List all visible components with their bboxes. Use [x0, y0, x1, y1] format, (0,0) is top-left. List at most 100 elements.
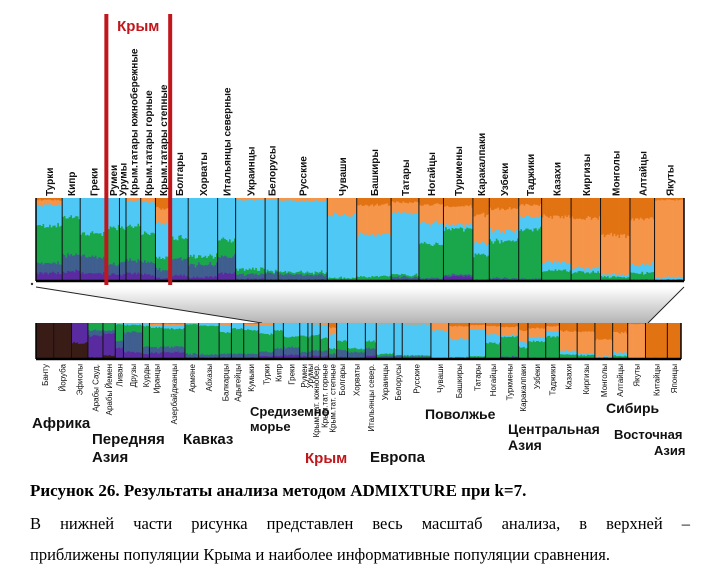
ancestry-segment-purple — [133, 351, 136, 360]
ancestry-segment-dark-orange — [642, 323, 645, 325]
ancestry-segment-slate-blue — [360, 351, 363, 358]
ancestry-segment-light-orange — [453, 206, 456, 226]
ancestry-segment-green — [162, 257, 165, 270]
ancestry-segment-green — [176, 240, 179, 259]
ancestry-segment-sky-blue — [288, 323, 291, 338]
ancestry-segment-slate-blue — [282, 274, 285, 280]
ancestry-segment-green — [230, 242, 233, 259]
ancestry-segment-sky-blue — [499, 233, 502, 244]
ancestry-segment-light-orange — [243, 198, 246, 201]
ancestry-segment-sky-blue — [158, 222, 161, 257]
ancestry-segment-sky-blue — [644, 264, 647, 274]
ancestry-segment-sky-blue — [508, 335, 511, 337]
ancestry-segment-sky-blue — [382, 323, 385, 354]
ancestry-segment-light-orange — [497, 326, 500, 336]
ancestry-segment-green — [342, 278, 345, 280]
ancestry-segment-light-orange — [413, 323, 416, 325]
ancestry-segment-purple — [153, 276, 156, 282]
ancestry-segment-light-orange — [495, 326, 498, 335]
ancestry-segment-light-orange — [150, 198, 153, 203]
ancestry-segment-dark-orange — [651, 198, 654, 218]
ancestry-segment-purple — [108, 275, 111, 282]
ancestry-segment-green — [421, 354, 424, 356]
ancestry-segment-green — [238, 268, 241, 274]
ancestry-segment-sky-blue — [548, 330, 551, 336]
ancestry-segment-green — [240, 327, 243, 354]
ancestry-segment-slate-blue — [67, 252, 70, 272]
ancestry-segment-green — [336, 340, 339, 350]
paragraph-line-2: приближены популяции Крыма и наиболее ин… — [30, 545, 610, 564]
ancestry-segment-light-orange — [499, 209, 502, 234]
ancestry-segment-sky-blue — [85, 198, 88, 236]
ancestry-segment-purple — [99, 336, 102, 358]
ancestry-segment-slate-blue — [142, 262, 145, 275]
ancestry-segment-dark-orange — [386, 198, 389, 204]
ancestry-segment-slate-blue — [224, 255, 227, 273]
ancestry-segment-slate-blue — [107, 330, 110, 334]
ancestry-segment-green — [174, 329, 176, 347]
ancestry-segment-green — [201, 325, 204, 354]
ancestry-segment-sky-blue — [554, 330, 557, 338]
ancestry-segment-green — [243, 270, 246, 276]
ancestry-segment-green — [502, 337, 505, 357]
ancestry-segment-sky-blue — [324, 200, 327, 274]
ancestry-segment-light-orange — [451, 206, 454, 225]
ancestry-segment-green — [80, 234, 83, 257]
ancestry-segment-green — [574, 271, 577, 281]
ancestry-segment-green — [497, 240, 500, 278]
ancestry-segment-sky-blue — [361, 233, 364, 277]
ancestry-segment-green — [608, 277, 611, 282]
population-block-3 — [106, 198, 120, 282]
ancestry-segment-green — [284, 336, 288, 349]
ancestry-segment-sky-blue — [580, 353, 583, 355]
ancestry-segment-dark-orange — [170, 323, 173, 324]
population-label: Киргизы — [582, 364, 591, 395]
ancestry-segment-sky-blue — [413, 324, 416, 356]
ancestry-segment-sky-blue — [392, 323, 395, 353]
ancestry-segment-light-orange — [624, 331, 627, 352]
ancestry-segment-green — [177, 328, 180, 347]
ancestry-segment-green — [164, 328, 167, 348]
ancestry-segment-dark-orange — [438, 198, 441, 205]
ancestry-segment-purple — [160, 352, 162, 360]
ancestry-segment-sky-blue — [211, 198, 214, 256]
ancestry-segment-sky-blue — [632, 356, 635, 359]
ancestry-segment-green — [412, 275, 415, 278]
ancestry-segment-sky-blue — [175, 325, 178, 329]
ancestry-segment-green — [529, 341, 532, 358]
ancestry-segment-green — [508, 240, 511, 280]
ancestry-segment-slate-blue — [109, 263, 112, 276]
ancestry-segment-green — [98, 233, 101, 258]
ancestry-segment-sky-blue — [462, 339, 465, 358]
ancestry-segment-slate-blue — [441, 277, 444, 280]
ancestry-segment-light-orange — [556, 325, 559, 332]
ancestry-segment-dark-orange — [634, 323, 637, 325]
ancestry-segment-green — [492, 342, 495, 358]
ancestry-segment-green — [316, 334, 319, 351]
population-label: Монголы — [600, 364, 609, 397]
ancestry-segment-light-orange — [137, 198, 140, 201]
ancestry-segment-green — [328, 277, 331, 280]
ancestry-segment-dark-orange — [445, 198, 448, 207]
ancestry-segment-sky-blue — [67, 198, 70, 219]
ancestry-segment-sky-blue — [232, 323, 235, 329]
ancestry-segment-purple — [101, 274, 104, 282]
ancestry-segment-slate-blue — [426, 356, 429, 359]
ancestry-segment-green — [144, 326, 147, 347]
ancestry-segment-sky-blue — [309, 200, 312, 273]
ancestry-segment-slate-blue — [432, 277, 435, 280]
ancestry-segment-slate-blue — [199, 264, 202, 278]
ancestry-segment-green — [548, 335, 551, 358]
ancestry-segment-green — [482, 253, 485, 280]
ancestry-segment-purple — [217, 273, 220, 282]
ancestry-segment-green — [518, 230, 521, 280]
population-label: Казахи — [564, 364, 573, 390]
ancestry-segment-slate-blue — [239, 353, 242, 358]
ancestry-segment-light-orange — [276, 198, 279, 199]
ancestry-segment-sky-blue — [242, 323, 245, 329]
population-label: Болгары — [338, 364, 347, 396]
ancestry-segment-slate-blue — [395, 355, 398, 359]
ancestry-segment-green — [248, 329, 251, 354]
ancestry-segment-sky-blue — [72, 198, 75, 219]
ancestry-segment-light-orange — [297, 198, 300, 202]
